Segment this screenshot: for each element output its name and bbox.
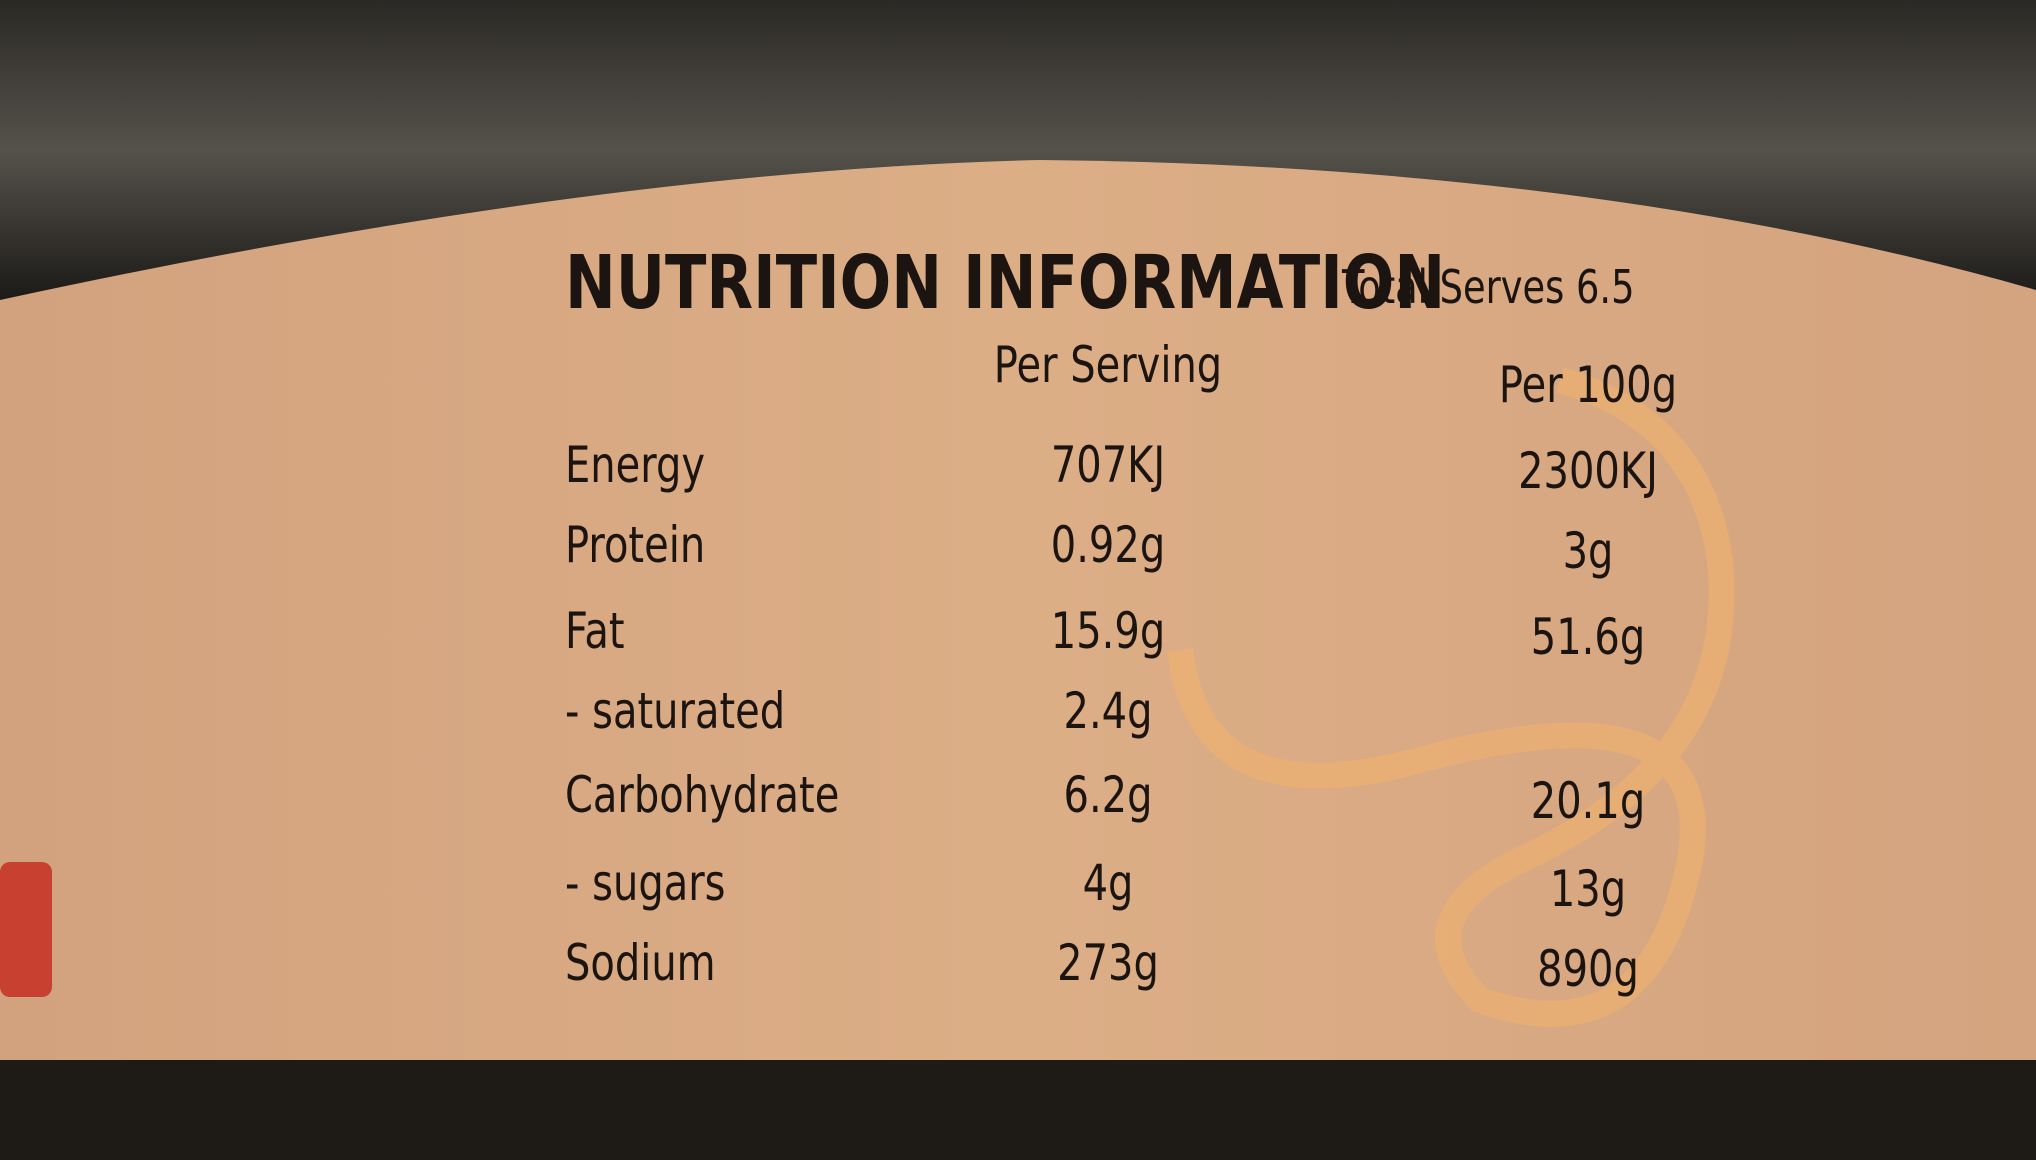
- cell-value: 0.92g: [1051, 516, 1165, 575]
- column-header: Per 100g: [1499, 356, 1677, 415]
- row-label: Protein: [565, 516, 705, 575]
- paper-label: [0, 160, 2036, 1060]
- cell-value: 707KJ: [1051, 436, 1165, 495]
- cell-value: 890g: [1537, 940, 1639, 999]
- row-label: Fat: [565, 602, 625, 661]
- cell-value: 13g: [1550, 860, 1626, 919]
- cell-value: 20.1g: [1531, 772, 1645, 831]
- cell-value: 2.4g: [1064, 682, 1153, 741]
- nutrition-table: Per Serving Per 100g Energy 707KJ 2300KJ Prot…: [565, 336, 1677, 999]
- cell-value: 15.9g: [1051, 602, 1165, 661]
- cell-value: 273g: [1057, 934, 1159, 993]
- row-label: Sodium: [565, 934, 716, 993]
- row-label: Energy: [565, 436, 705, 495]
- row-label: - saturated: [565, 682, 785, 741]
- column-header: Per Serving: [994, 336, 1222, 395]
- cell-value: 51.6g: [1531, 608, 1645, 667]
- cell-value: 6.2g: [1064, 766, 1153, 825]
- cell-value: 2300KJ: [1518, 442, 1658, 501]
- red-tag: [0, 862, 52, 997]
- row-label: Carbohydrate: [565, 766, 839, 825]
- row-label: - sugars: [565, 854, 725, 913]
- decorative-swirl: [1167, 367, 1735, 1027]
- cell-value: 3g: [1563, 522, 1614, 581]
- cell-value: 4g: [1083, 854, 1134, 913]
- subtitle: Total Serves 6.5: [1341, 260, 1634, 314]
- title: NUTRITION INFORMATION: [565, 239, 1445, 325]
